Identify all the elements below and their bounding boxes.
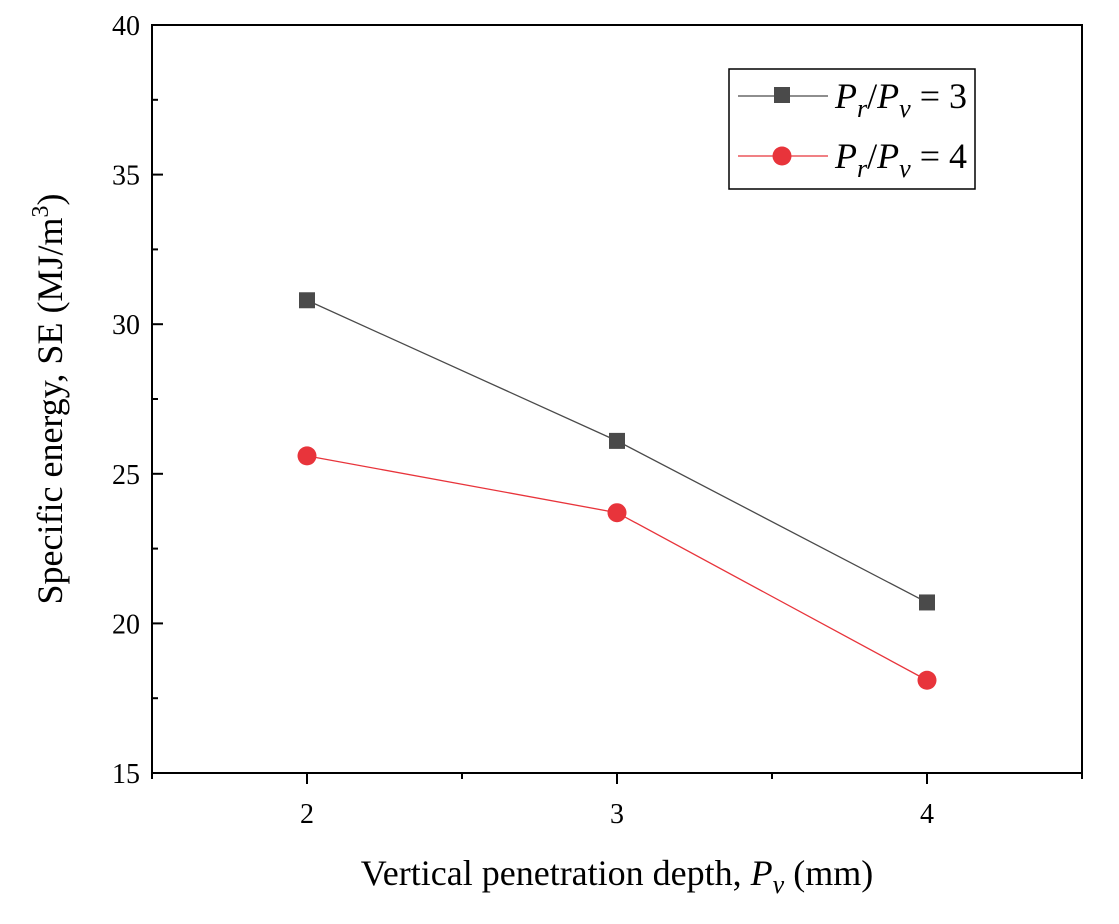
legend-label-series-2: Pr/Pv = 4 xyxy=(834,136,967,183)
y-tick-label: 25 xyxy=(112,460,140,491)
x-axis-ticks: 2 3 4 xyxy=(151,773,1083,830)
series-line-2 xyxy=(306,455,928,681)
data-point-series-1 xyxy=(609,432,625,449)
legend-box xyxy=(728,68,976,190)
x-axis-label: Vertical penetration depth, Pv (mm) xyxy=(361,853,873,899)
data-point-series-2 xyxy=(917,670,937,690)
x-tick-label: 3 xyxy=(610,799,624,830)
data-point-series-2 xyxy=(607,503,627,523)
y-axis-ticks: 15 20 25 30 35 40 xyxy=(112,11,163,790)
series-line-1 xyxy=(306,299,928,604)
x-tick-label: 2 xyxy=(300,799,314,830)
y-axis-label: Specific energy, SE (MJ/m3) xyxy=(28,194,70,605)
y-tick-label: 15 xyxy=(112,759,140,790)
data-point-series-1 xyxy=(299,292,315,309)
data-point-series-2 xyxy=(297,446,317,466)
y-tick-label: 40 xyxy=(112,11,140,42)
legend-label-series-1: Pr/Pv = 3 xyxy=(834,76,967,123)
series-layer xyxy=(297,292,937,690)
legend-marker-series-2 xyxy=(772,146,792,166)
y-tick-label: 35 xyxy=(112,161,140,192)
legend-marker-series-1 xyxy=(774,87,790,103)
x-tick-label: 4 xyxy=(920,799,934,830)
y-tick-label: 30 xyxy=(112,310,140,341)
y-tick-label: 20 xyxy=(112,609,140,640)
data-point-series-1 xyxy=(919,594,935,611)
legend: Pr/Pv = 3 Pr/Pv = 4 xyxy=(728,68,976,190)
